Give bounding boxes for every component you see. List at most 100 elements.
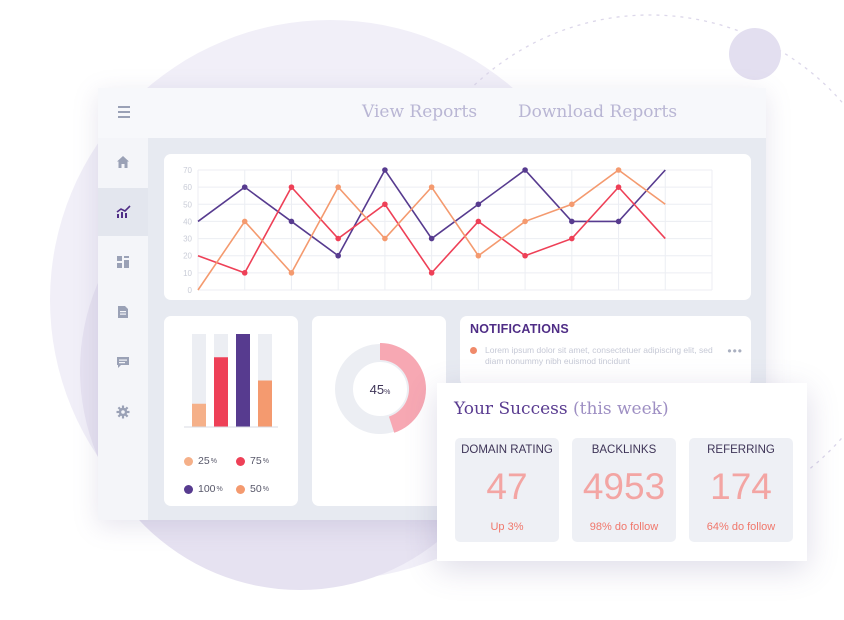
analytics-icon — [116, 205, 131, 218]
legend-value: 25 — [198, 455, 210, 467]
line-point — [382, 201, 388, 208]
donut-segment — [380, 343, 426, 433]
legend-item-1: 25% — [184, 455, 217, 467]
legend-unit: % — [262, 485, 269, 493]
line-point — [428, 235, 435, 242]
line-point — [241, 270, 248, 276]
line-point — [615, 184, 622, 190]
line-point — [382, 167, 388, 173]
bar-chart-card: 25% 75% 100% 50% — [164, 316, 298, 506]
line-point — [382, 235, 388, 242]
line-point — [428, 184, 435, 190]
line-point — [475, 252, 482, 259]
notifications-card: NOTIFICATIONS Lorem ipsum dolor sit amet… — [460, 316, 751, 386]
line-point — [475, 218, 482, 225]
notification-text: Lorem ipsum dolor sit amet, consectetuer… — [485, 345, 713, 366]
line-point — [475, 201, 482, 208]
stat-backlinks: BACKLINKS 4953 98% do follow — [572, 438, 676, 542]
stat-value: 4953 — [582, 466, 666, 507]
line-point — [335, 184, 341, 190]
stat-label: REFERRING — [707, 444, 775, 456]
sidebar — [98, 138, 148, 520]
legend-swatch — [184, 456, 193, 466]
legend-item-4: 50% — [236, 483, 269, 495]
donut-unit: % — [384, 389, 390, 396]
y-tick-label: 20 — [183, 252, 192, 261]
legend-value: 50 — [250, 483, 262, 495]
y-tick-label: 70 — [183, 166, 192, 175]
sidebar-item-documents[interactable] — [98, 288, 148, 336]
line-point — [522, 218, 528, 225]
line-chart-card: 0 10 20 30 40 50 60 70 — [164, 154, 751, 300]
y-tick-label: 30 — [183, 235, 192, 244]
download-reports-link[interactable]: Download Reports — [518, 102, 678, 122]
y-tick-label: 50 — [183, 200, 192, 209]
home-icon — [117, 156, 129, 168]
bar-3 — [236, 334, 250, 427]
sidebar-item-settings[interactable] — [98, 388, 148, 436]
stat-note: Up 3% — [490, 521, 524, 533]
hamburger-icon[interactable] — [118, 106, 130, 118]
bar-2 — [214, 357, 228, 427]
y-tick-label: 0 — [188, 286, 193, 295]
line-point — [335, 252, 341, 259]
top-bar: View Reports Download Reports — [98, 88, 766, 138]
success-panel: Your Success (this week) DOMAIN RATING 4… — [437, 383, 807, 561]
stat-referring: REFERRING 174 64% do follow — [689, 438, 793, 542]
line-point — [428, 270, 435, 276]
line-point — [615, 218, 622, 225]
stat-note: 98% do follow — [589, 521, 659, 533]
legend-unit: % — [262, 457, 269, 465]
donut-chart-card: 45% — [312, 316, 446, 506]
sidebar-item-dashboard[interactable] — [98, 238, 148, 286]
y-tick-label: 40 — [183, 217, 192, 226]
legend-unit: % — [210, 457, 217, 465]
line-point — [569, 218, 575, 225]
donut-value: 45 — [370, 382, 384, 397]
stat-note: 64% do follow — [706, 521, 776, 533]
stat-label: DOMAIN RATING — [461, 444, 553, 456]
legend-item-2: 75% — [236, 455, 269, 467]
success-title-text: Your Success — [454, 399, 568, 419]
stat-value: 47 — [486, 466, 528, 507]
sidebar-item-analytics[interactable] — [98, 188, 148, 236]
stat-domain-rating: DOMAIN RATING 47 Up 3% — [455, 438, 559, 542]
sidebar-item-home[interactable] — [98, 138, 148, 186]
y-tick-label: 10 — [183, 269, 192, 278]
line-point — [569, 235, 575, 242]
line-chart: 0 10 20 30 40 50 60 70 — [183, 166, 713, 295]
legend-swatch — [184, 484, 193, 494]
donut-chart: 45% — [335, 343, 426, 434]
line-point — [241, 184, 248, 190]
line-point — [288, 184, 295, 190]
notification-dot — [470, 347, 477, 354]
line-point — [241, 218, 248, 225]
document-icon — [118, 306, 128, 318]
line-point — [569, 201, 575, 208]
legend-value: 75 — [250, 455, 262, 467]
bar-4 — [258, 380, 272, 427]
dashboard-window: View Reports Download Reports 0 10 20 30 40 5… — [98, 88, 766, 520]
sidebar-item-messages[interactable] — [98, 338, 148, 386]
dashboard-grid-icon — [117, 256, 129, 268]
line-point — [288, 218, 295, 225]
more-options-icon[interactable]: ••• — [727, 344, 743, 358]
legend-unit: % — [216, 485, 223, 493]
line-point — [615, 167, 622, 173]
success-title: Your Success (this week) — [454, 399, 669, 419]
legend-value: 100 — [198, 483, 216, 495]
legend-swatch — [236, 456, 245, 466]
gear-icon — [116, 405, 130, 419]
stat-label: BACKLINKS — [591, 444, 657, 456]
line-point — [522, 167, 528, 173]
line-point — [522, 252, 528, 259]
bar-1 — [192, 403, 206, 427]
stat-value: 174 — [710, 466, 772, 507]
success-subtitle: (this week) — [573, 399, 669, 419]
legend-item-3: 100% — [184, 483, 223, 495]
notifications-title: NOTIFICATIONS — [470, 322, 569, 336]
view-reports-link[interactable]: View Reports — [362, 102, 478, 122]
legend-swatch — [236, 484, 245, 494]
line-point — [335, 235, 341, 242]
message-icon — [117, 356, 129, 368]
